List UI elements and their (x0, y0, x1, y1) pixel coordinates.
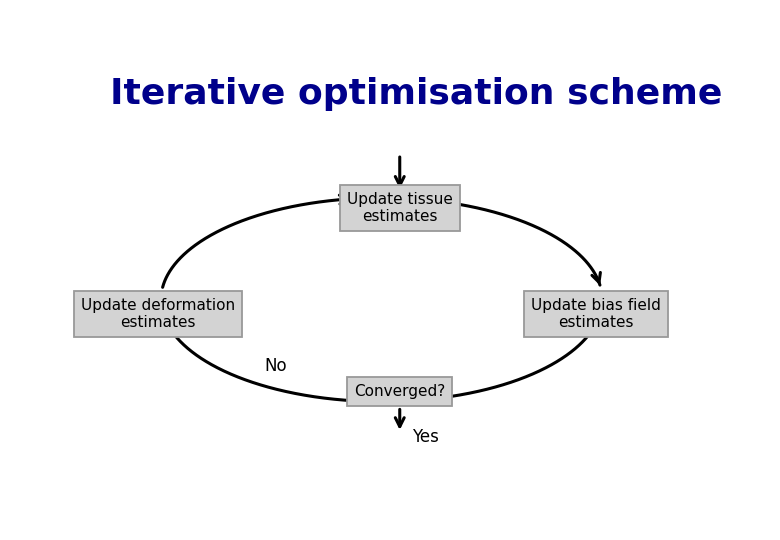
Text: No: No (264, 357, 287, 375)
Text: Update deformation
estimates: Update deformation estimates (81, 298, 235, 330)
Text: Update tissue
estimates: Update tissue estimates (347, 192, 452, 225)
Text: Converged?: Converged? (354, 384, 445, 399)
Text: Yes: Yes (412, 428, 438, 446)
Text: Iterative optimisation scheme: Iterative optimisation scheme (109, 77, 722, 111)
Text: Update bias field
estimates: Update bias field estimates (531, 298, 661, 330)
